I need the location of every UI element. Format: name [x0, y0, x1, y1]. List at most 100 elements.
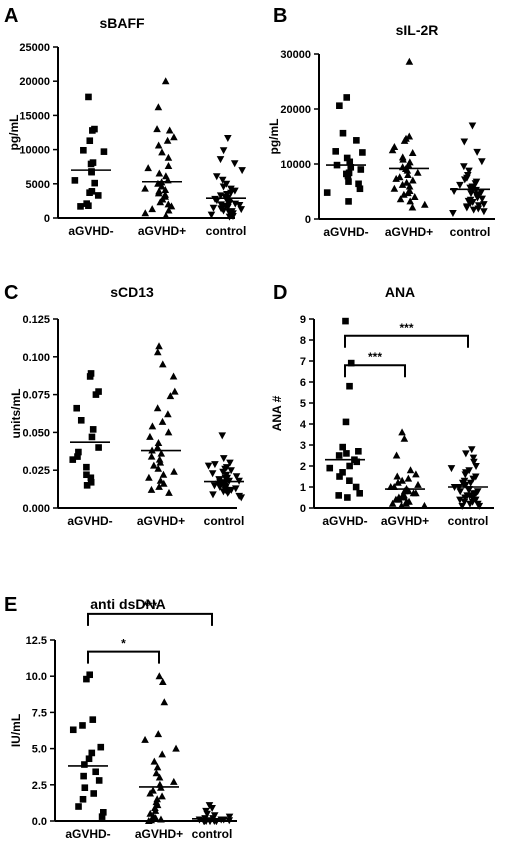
data-point	[75, 448, 82, 456]
data-point	[342, 418, 350, 426]
y-axis-label: pg/mL	[267, 119, 281, 155]
data-point	[346, 477, 353, 484]
data-point	[342, 317, 349, 325]
data-point	[165, 488, 173, 496]
data-point	[200, 818, 209, 825]
data-point	[154, 730, 163, 738]
panel-label: E	[4, 594, 17, 616]
panel-label: D	[273, 282, 287, 304]
data-point	[223, 489, 232, 497]
data-point	[237, 206, 246, 214]
data-point	[74, 453, 81, 460]
data-point	[460, 498, 469, 506]
data-point	[154, 189, 163, 197]
data-point	[170, 133, 178, 141]
data-point	[164, 153, 173, 161]
data-point	[85, 202, 92, 209]
data-point	[170, 467, 178, 475]
data-point	[154, 464, 163, 472]
panel-label: B	[273, 5, 287, 27]
data-point	[212, 173, 221, 181]
data-point	[147, 452, 156, 460]
data-point	[159, 479, 168, 487]
data-point	[158, 792, 166, 800]
data-point	[356, 490, 363, 497]
data-point	[141, 735, 149, 743]
y-tick-label: 0.0	[32, 816, 47, 828]
panel-title: ANA	[385, 284, 415, 300]
data-point	[164, 162, 173, 170]
data-point	[71, 177, 79, 184]
data-point	[400, 434, 409, 442]
data-point	[409, 176, 417, 184]
data-point	[155, 482, 163, 490]
data-point	[87, 478, 95, 486]
data-point	[151, 814, 160, 822]
data-point	[470, 458, 478, 466]
data-point	[94, 192, 102, 199]
data-point	[347, 359, 355, 367]
data-point	[83, 482, 91, 489]
data-point	[164, 206, 173, 214]
data-point	[81, 761, 88, 768]
data-point	[166, 392, 175, 400]
data-point	[449, 209, 457, 217]
x-category-label: aGVHD-	[65, 827, 110, 841]
data-point	[408, 203, 417, 211]
data-point	[218, 432, 227, 440]
data-point	[219, 147, 228, 155]
data-point	[398, 476, 406, 484]
data-point	[150, 757, 159, 765]
data-point	[100, 809, 107, 816]
x-category-label: aGVHD+	[381, 514, 429, 528]
data-point	[207, 211, 216, 219]
data-point	[148, 422, 157, 430]
data-point	[69, 726, 77, 734]
x-category-label: aGVHD-	[67, 514, 112, 528]
data-point	[326, 464, 334, 472]
data-point	[404, 189, 412, 197]
y-tick-label: 0	[300, 503, 306, 515]
data-point	[344, 494, 351, 501]
data-point	[88, 749, 96, 757]
data-point	[345, 178, 352, 185]
y-tick-label: 15000	[19, 110, 50, 122]
data-point	[346, 382, 353, 390]
y-tick-label: 20000	[280, 104, 311, 116]
data-point	[89, 426, 97, 433]
data-point	[153, 443, 162, 451]
data-point	[339, 469, 346, 476]
y-tick-label: 4	[300, 419, 307, 431]
significance-label: ***	[399, 321, 413, 335]
data-point	[406, 466, 415, 474]
data-point	[159, 677, 167, 685]
data-point	[346, 462, 353, 470]
data-point	[402, 499, 410, 507]
data-point	[478, 158, 486, 166]
data-point	[98, 813, 106, 820]
data-point	[153, 404, 162, 412]
data-point	[403, 166, 412, 174]
x-category-label: control	[450, 225, 491, 239]
panel-label: C	[4, 282, 18, 304]
data-point	[164, 428, 173, 436]
data-point	[219, 183, 228, 191]
data-point	[153, 763, 162, 771]
data-point	[463, 204, 471, 212]
y-tick-label: 10000	[280, 159, 311, 171]
data-point	[154, 103, 163, 111]
data-point	[225, 213, 234, 221]
data-point	[86, 373, 94, 380]
data-point	[77, 417, 85, 424]
data-point	[475, 502, 484, 510]
y-tick-label: 7.5	[32, 707, 47, 719]
data-point	[335, 452, 343, 459]
data-point	[218, 176, 227, 184]
y-tick-label: 5.0	[32, 744, 47, 756]
data-point	[335, 492, 343, 499]
y-axis-label: units/mL	[9, 389, 23, 439]
data-point	[95, 777, 103, 784]
significance-label: ***	[368, 350, 382, 364]
